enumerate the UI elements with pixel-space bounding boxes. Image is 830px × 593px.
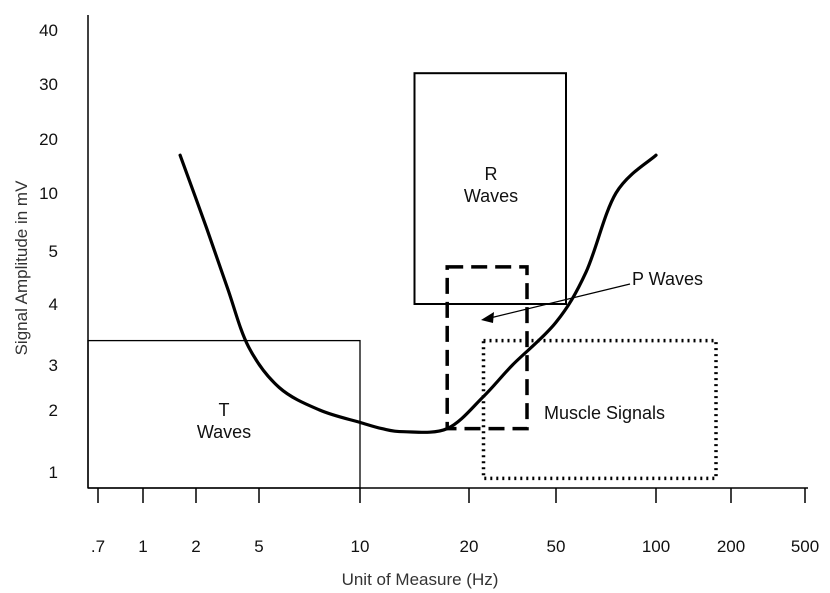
x-tick-label: .7 (91, 537, 105, 556)
t-waves-label: T Waves (197, 400, 251, 442)
muscle-signals-region (481, 338, 718, 481)
p-waves-arrow-head (481, 312, 494, 323)
y-tick-label: 10 (39, 184, 58, 203)
curve-layer (178, 153, 658, 434)
sensitivity-curve (178, 153, 658, 434)
x-axis-title: Unit of Measure (Hz) (342, 570, 499, 589)
x-tick-label: 1 (138, 537, 147, 556)
x-tick-label: 200 (717, 537, 745, 556)
y-tick-label: 1 (49, 463, 58, 482)
y-axis-title: Signal Amplitude in mV (12, 180, 31, 355)
labels: T Waves R Waves P Waves Muscle Signals (197, 164, 703, 442)
y-tick-label: 5 (49, 242, 58, 261)
r-waves-label: R Waves (464, 164, 518, 206)
p-waves-region (445, 265, 529, 431)
x-tick-label: 10 (351, 537, 370, 556)
x-tick-label: 100 (642, 537, 670, 556)
axes: .7 1 2 5 10 20 50 100 200 500 1 2 3 4 5 10 20 30 40 Unit of… (12, 15, 819, 589)
t-waves-region (87, 339, 361, 489)
p-waves-label: P Waves (632, 269, 703, 289)
x-tick-label: 20 (460, 537, 479, 556)
y-tick-label: 40 (39, 21, 58, 40)
y-tick-label: 4 (49, 295, 58, 314)
x-tick-label: 5 (254, 537, 263, 556)
muscle-signals-label: Muscle Signals (544, 403, 665, 423)
y-tick-label: 20 (39, 130, 58, 149)
p-waves-arrow-line (489, 283, 631, 319)
regions (87, 72, 718, 489)
y-tick-label: 2 (49, 401, 58, 420)
y-tick-label: 30 (39, 75, 58, 94)
r-waves-region (413, 72, 567, 305)
x-tick-label: 500 (791, 537, 819, 556)
x-tick-label: 2 (191, 537, 200, 556)
y-tick-label: 3 (49, 356, 58, 375)
x-tick-label: 50 (547, 537, 566, 556)
